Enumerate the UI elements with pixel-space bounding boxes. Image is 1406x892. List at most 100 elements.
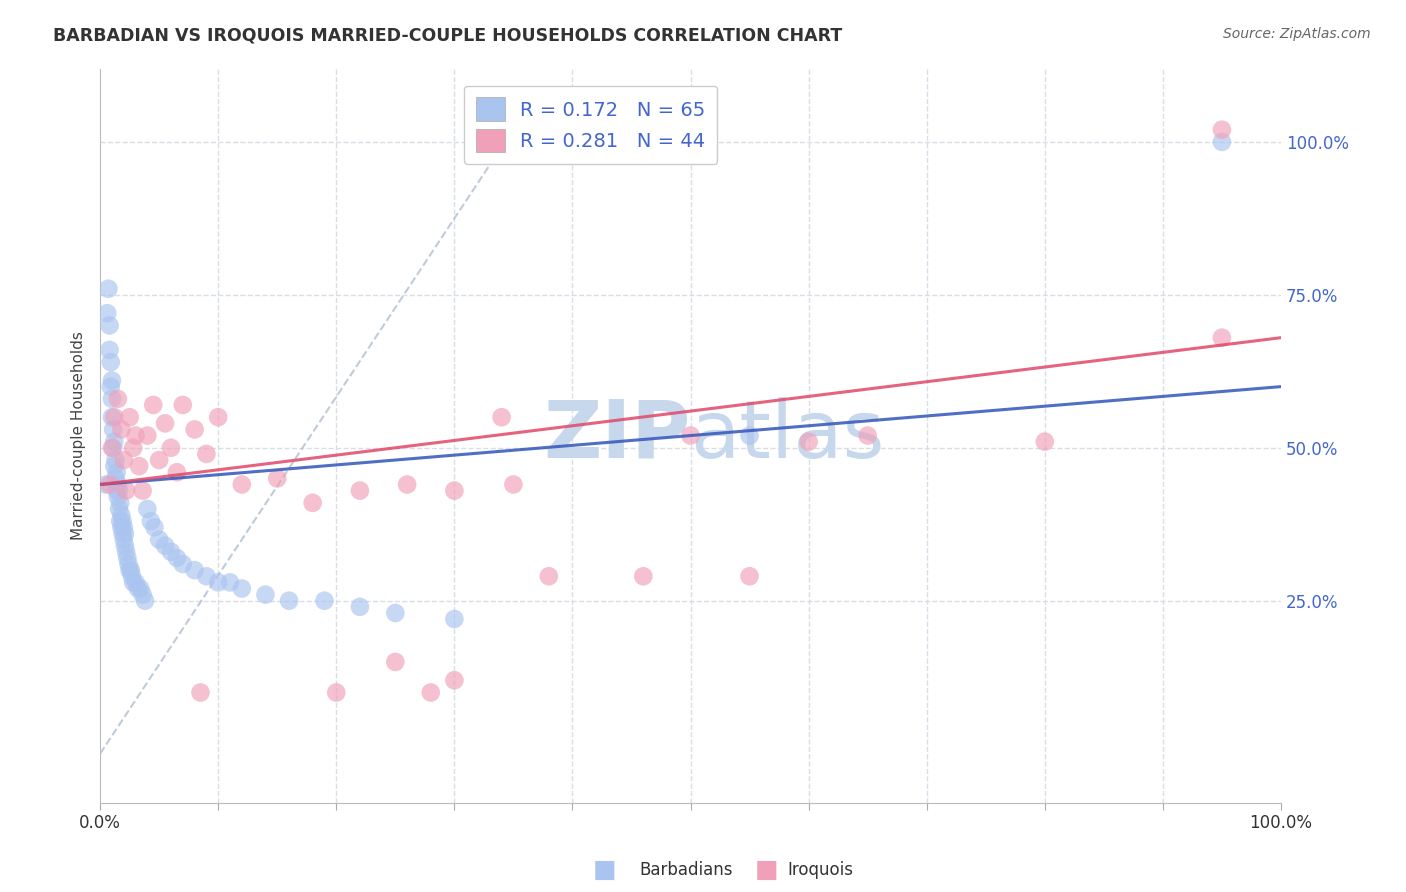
Text: BARBADIAN VS IROQUOIS MARRIED-COUPLE HOUSEHOLDS CORRELATION CHART: BARBADIAN VS IROQUOIS MARRIED-COUPLE HOU… (53, 27, 842, 45)
Point (101, 441, 124, 455)
Point (160, 441, 183, 455)
Point (111, 514, 134, 528)
Point (112, 533, 135, 547)
Point (153, 417, 176, 431)
Point (112, 453, 135, 467)
Point (100, 355, 122, 369)
Point (384, 655, 406, 669)
Point (183, 563, 205, 577)
Point (384, 606, 406, 620)
Point (103, 459, 125, 474)
Point (101, 374, 124, 388)
Point (136, 428, 159, 442)
Point (633, 569, 655, 583)
Point (118, 563, 141, 577)
Point (98, 343, 121, 357)
Point (172, 557, 194, 571)
Point (120, 563, 142, 577)
Text: ■: ■ (755, 858, 778, 881)
Point (108, 514, 131, 528)
Point (419, 685, 441, 699)
Point (107, 490, 129, 504)
Point (195, 569, 218, 583)
Point (139, 514, 162, 528)
Point (166, 465, 188, 479)
Point (103, 434, 125, 449)
Point (219, 575, 242, 590)
Point (101, 392, 124, 406)
Point (443, 483, 465, 498)
Text: ZIP: ZIP (543, 397, 690, 475)
Point (502, 477, 524, 491)
Point (110, 422, 132, 436)
Point (172, 398, 194, 412)
Point (107, 477, 129, 491)
Point (856, 428, 879, 442)
Point (738, 569, 761, 583)
Point (349, 599, 371, 614)
Point (143, 520, 166, 534)
Point (104, 453, 127, 467)
Point (107, 392, 129, 406)
Point (537, 569, 560, 583)
Point (1211, 122, 1233, 136)
Point (1033, 434, 1056, 449)
Point (96, 306, 118, 320)
Point (190, 685, 212, 699)
Point (1211, 331, 1233, 345)
Point (142, 398, 165, 412)
Point (160, 545, 183, 559)
Text: Source: ZipAtlas.com: Source: ZipAtlas.com (1223, 27, 1371, 41)
Y-axis label: Married-couple Households: Married-couple Households (72, 331, 86, 540)
Point (114, 526, 136, 541)
Point (124, 575, 146, 590)
Point (134, 593, 156, 607)
Point (114, 539, 136, 553)
Point (94, 477, 117, 491)
Point (129, 582, 152, 596)
Point (124, 428, 146, 442)
Point (254, 588, 277, 602)
Point (122, 441, 145, 455)
Point (127, 582, 149, 596)
Point (207, 575, 229, 590)
Point (108, 496, 131, 510)
Point (231, 477, 253, 491)
Point (122, 575, 145, 590)
Point (108, 483, 131, 498)
Point (195, 447, 218, 461)
Text: ■: ■ (593, 858, 616, 881)
Point (679, 428, 702, 442)
Point (166, 550, 188, 565)
Point (314, 593, 336, 607)
Point (207, 410, 229, 425)
Point (110, 520, 132, 534)
Point (118, 410, 141, 425)
Point (153, 539, 176, 553)
Point (105, 483, 128, 498)
Text: Barbadians: Barbadians (640, 861, 734, 879)
Point (112, 520, 135, 534)
Point (110, 508, 132, 522)
Point (100, 379, 122, 393)
Point (117, 550, 139, 565)
Point (136, 502, 159, 516)
Point (349, 483, 371, 498)
Point (278, 593, 301, 607)
Text: atlas: atlas (690, 397, 884, 475)
Point (148, 453, 170, 467)
Point (443, 612, 465, 626)
Point (105, 465, 128, 479)
Point (115, 483, 138, 498)
Point (115, 545, 138, 559)
Point (266, 471, 288, 485)
Point (98, 477, 121, 491)
Point (104, 471, 127, 485)
Point (108, 502, 131, 516)
Point (121, 569, 143, 583)
Point (1211, 135, 1233, 149)
Point (103, 410, 125, 425)
Point (97, 282, 120, 296)
Point (111, 526, 134, 541)
Legend: R = 0.172   N = 65, R = 0.281   N = 44: R = 0.172 N = 65, R = 0.281 N = 44 (464, 86, 717, 164)
